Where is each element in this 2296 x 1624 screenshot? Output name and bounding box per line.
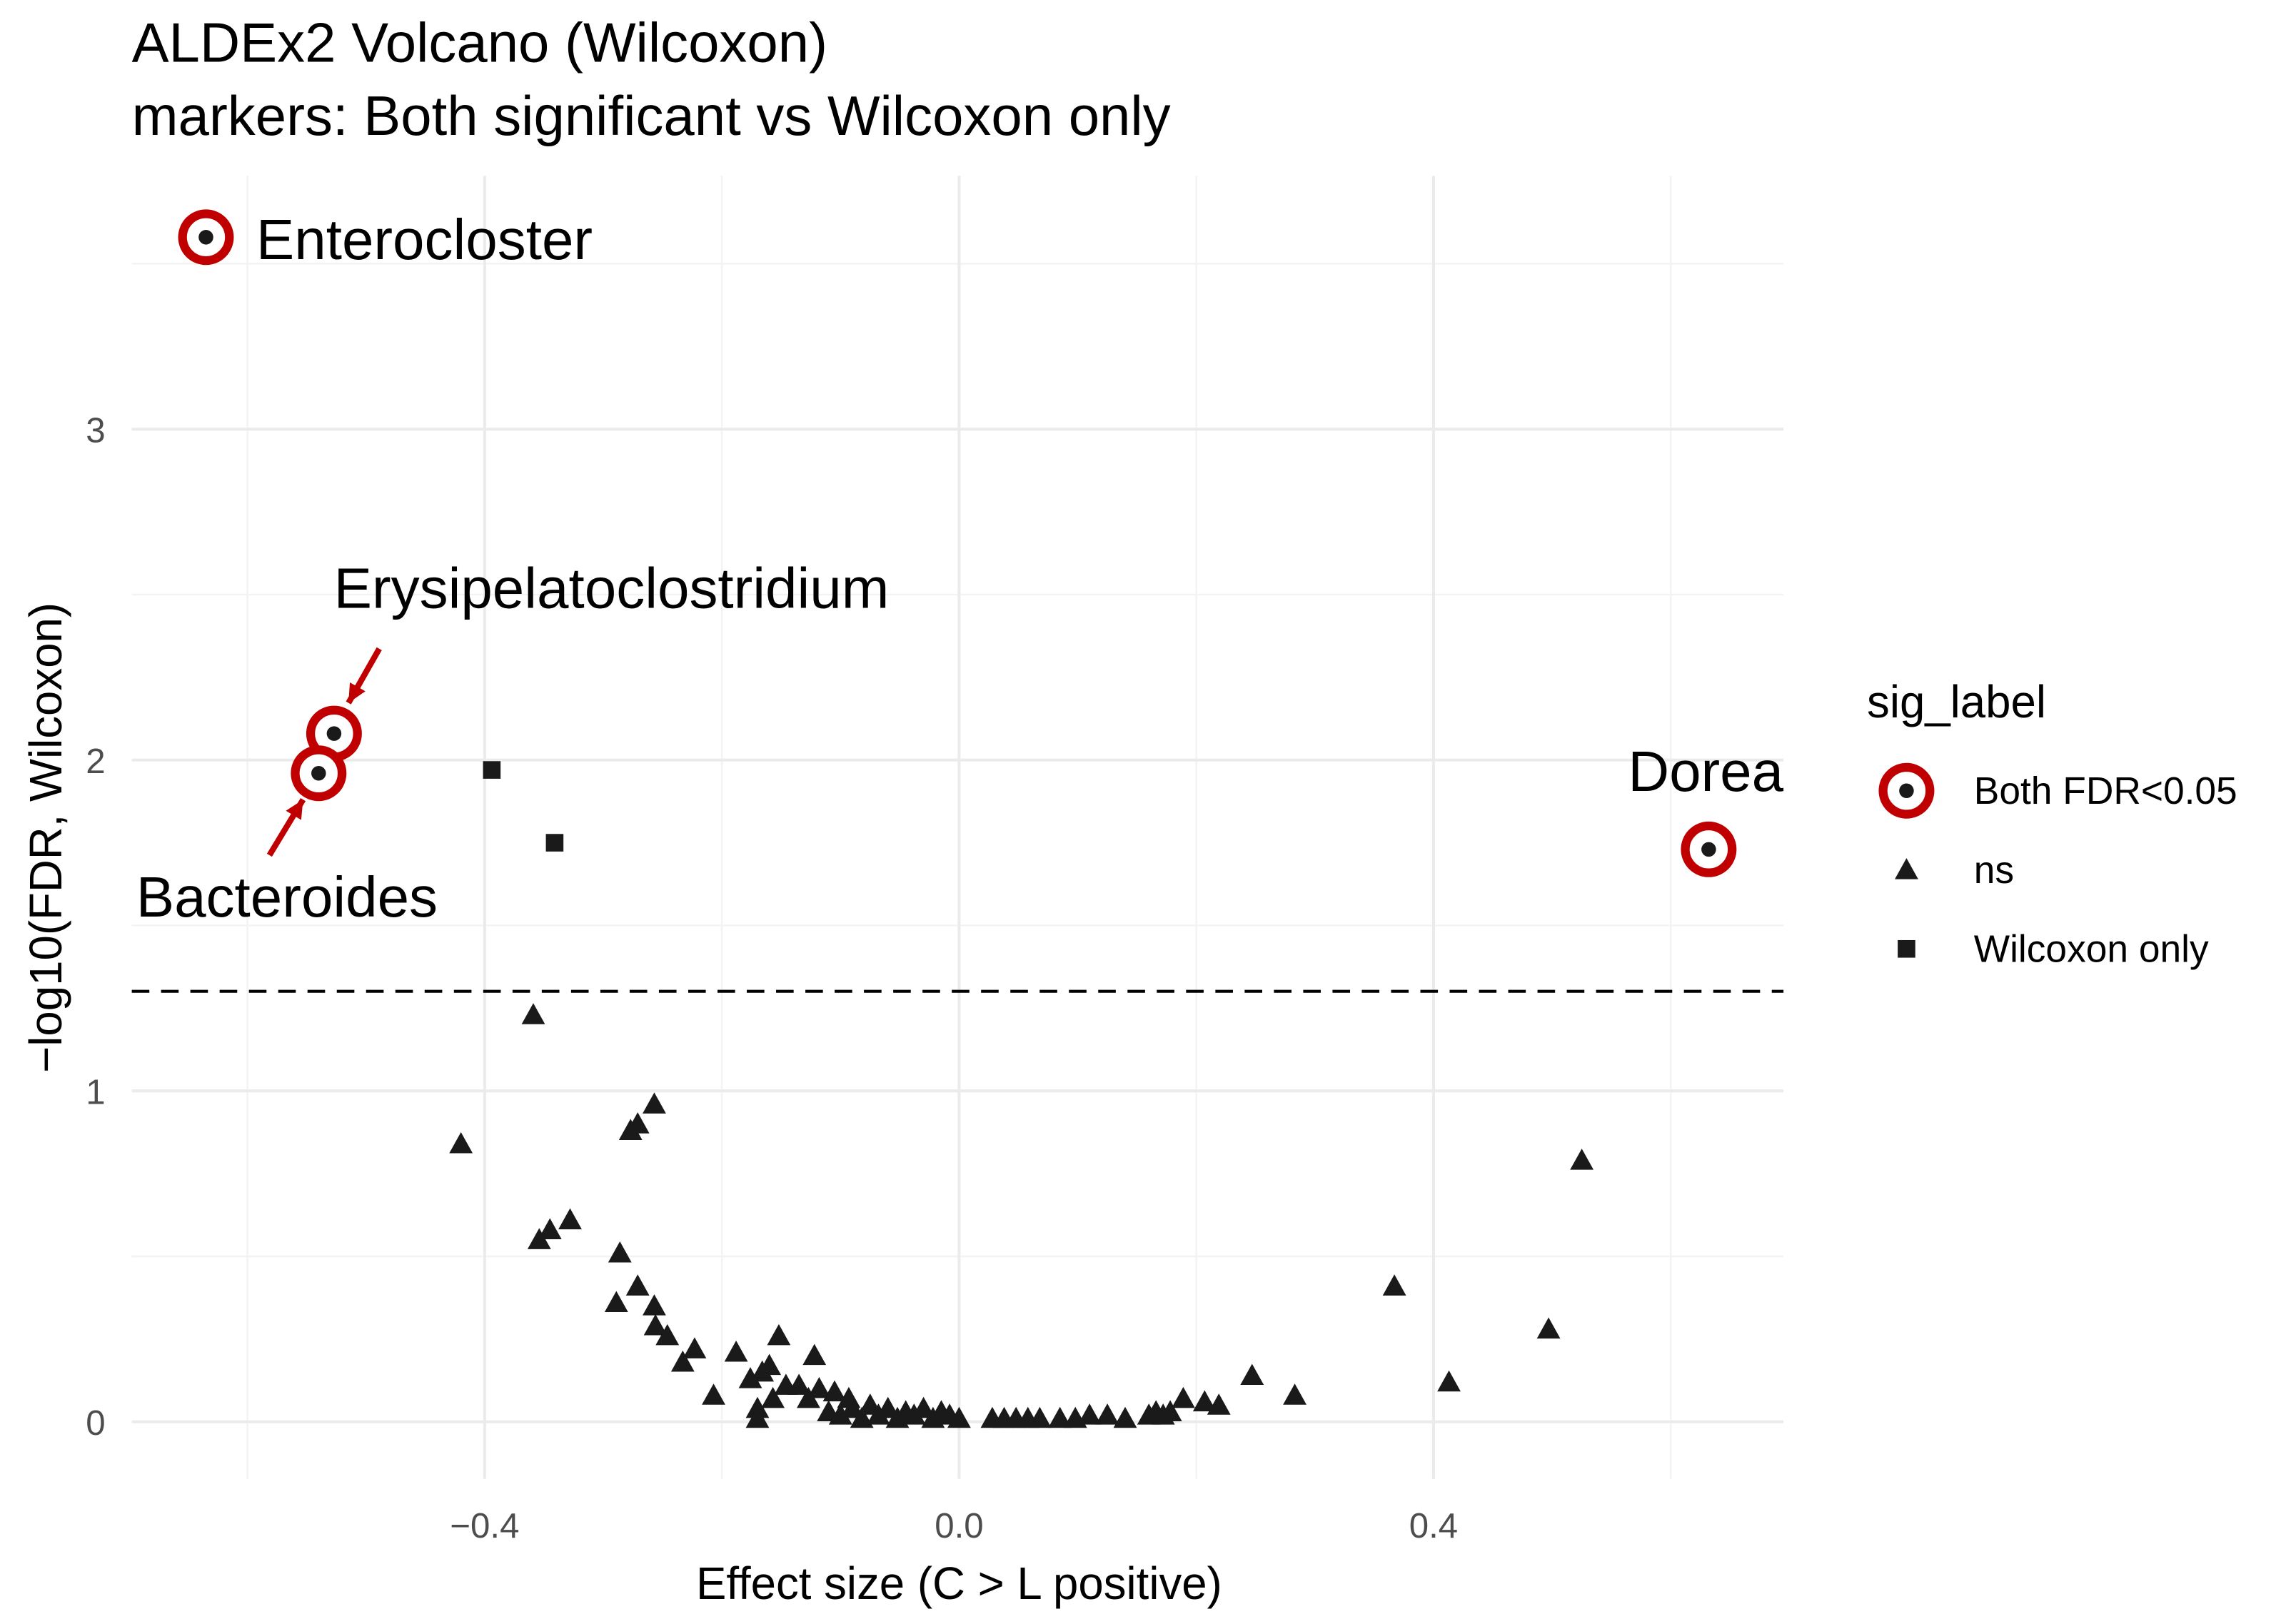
x-tick-label: 0.0 [935, 1506, 983, 1545]
ns-point [683, 1337, 707, 1358]
chart-title: ALDEx2 Volcano (Wilcoxon) [132, 11, 827, 74]
ns-point [912, 1396, 935, 1418]
ns-point [670, 1350, 695, 1372]
ns-point [787, 1373, 811, 1395]
ns-point [876, 1396, 900, 1418]
chart-subtitle: markers: Both significant vs Wilcoxon on… [132, 84, 1171, 147]
legend: sig_label Both FDR<0.05 ns Wilcoxon only [1867, 677, 2237, 971]
marker-dot [326, 726, 342, 741]
ns-point [767, 1323, 791, 1346]
ns-point [1095, 1403, 1119, 1425]
ns-point [643, 1313, 668, 1336]
ns-point [757, 1353, 782, 1376]
point-labels: Enterocloster Erysipelatoclostridium Bacte… [136, 208, 1784, 929]
ns-point [724, 1341, 748, 1362]
y-axis-title: −log10(FDR, Wilcoxon) [21, 602, 71, 1073]
label-erysipelatoclostridium: Erysipelatoclostridium [334, 556, 890, 620]
ns-point [625, 1112, 650, 1134]
legend-item: ns [1895, 849, 2014, 892]
data-points [178, 209, 1737, 1428]
ns-point [655, 1323, 680, 1346]
ns-point [840, 1396, 865, 1418]
ns-point [521, 1003, 545, 1024]
ns-point [1570, 1149, 1594, 1170]
axis-ticks: −0.4 0.0 0.4 0 1 2 3 [86, 411, 1458, 1545]
legend-item: Both FDR<0.05 [1878, 762, 2237, 819]
legend-label: Wilcoxon only [1974, 929, 2209, 971]
ns-point [1172, 1386, 1195, 1408]
legend-ring-icon [1878, 762, 1935, 819]
ns-point [828, 1403, 852, 1425]
x-tick-label: −0.4 [450, 1506, 519, 1545]
ns-point [608, 1241, 632, 1263]
ns-point [761, 1386, 785, 1408]
ns-point [822, 1380, 847, 1402]
ns-point [1207, 1393, 1231, 1415]
ns-point [538, 1218, 562, 1240]
marker-dot [311, 765, 326, 781]
ns-point [947, 1406, 971, 1428]
ns-point [1113, 1406, 1137, 1428]
ns-point [625, 1274, 650, 1296]
legend-square-icon [1898, 939, 1915, 958]
ns-point [558, 1208, 582, 1230]
ns-point [449, 1131, 473, 1154]
label-arrow [346, 647, 382, 705]
ns-point [1048, 1406, 1072, 1428]
ns-point [1382, 1274, 1406, 1296]
ns-point [643, 1092, 666, 1114]
ns-point [807, 1376, 831, 1398]
label-bacteroides: Bacteroides [136, 865, 438, 929]
x-axis-title: Effect size (C > L positive) [696, 1558, 1222, 1609]
both-significant-point [178, 209, 234, 266]
both-significant-point [1681, 821, 1737, 877]
ns-point [1240, 1363, 1264, 1385]
ns-point [738, 1367, 762, 1388]
ns-point [643, 1294, 666, 1316]
ns-point [1536, 1317, 1561, 1339]
legend-label: Both FDR<0.05 [1974, 770, 2237, 812]
ns-point [1158, 1400, 1182, 1421]
legend-label: ns [1974, 849, 2014, 892]
ns-point [1192, 1390, 1217, 1412]
marker-dot [1899, 783, 1914, 799]
marker-dot [198, 230, 213, 245]
ns-point [1283, 1383, 1306, 1405]
wilcoxon-only-point [483, 761, 501, 779]
y-tick-label: 1 [86, 1073, 105, 1112]
ns-point [702, 1383, 725, 1405]
wilcoxon-only-point [545, 834, 564, 852]
legend-triangle-icon [1895, 858, 1918, 879]
ns-point [1077, 1403, 1102, 1425]
y-tick-label: 0 [86, 1403, 105, 1443]
y-tick-label: 2 [86, 742, 105, 781]
arrow-head [286, 800, 303, 820]
ns-point [850, 1406, 874, 1428]
ns-point [604, 1291, 628, 1313]
label-enterocloster: Enterocloster [256, 208, 593, 271]
y-tick-label: 3 [86, 411, 105, 450]
grid [131, 176, 1784, 1479]
ns-point [745, 1406, 770, 1428]
label-dorea: Dorea [1628, 740, 1783, 803]
x-tick-label: 0.4 [1409, 1506, 1458, 1545]
marker-dot [1701, 842, 1716, 857]
arrow-head [348, 682, 366, 703]
ns-point [1437, 1370, 1461, 1392]
ns-point [802, 1343, 827, 1366]
legend-item: Wilcoxon only [1898, 929, 2209, 971]
both-significant-point [291, 745, 347, 802]
label-arrow [266, 797, 306, 857]
ns-point [1027, 1406, 1052, 1428]
legend-title: sig_label [1867, 677, 2046, 727]
